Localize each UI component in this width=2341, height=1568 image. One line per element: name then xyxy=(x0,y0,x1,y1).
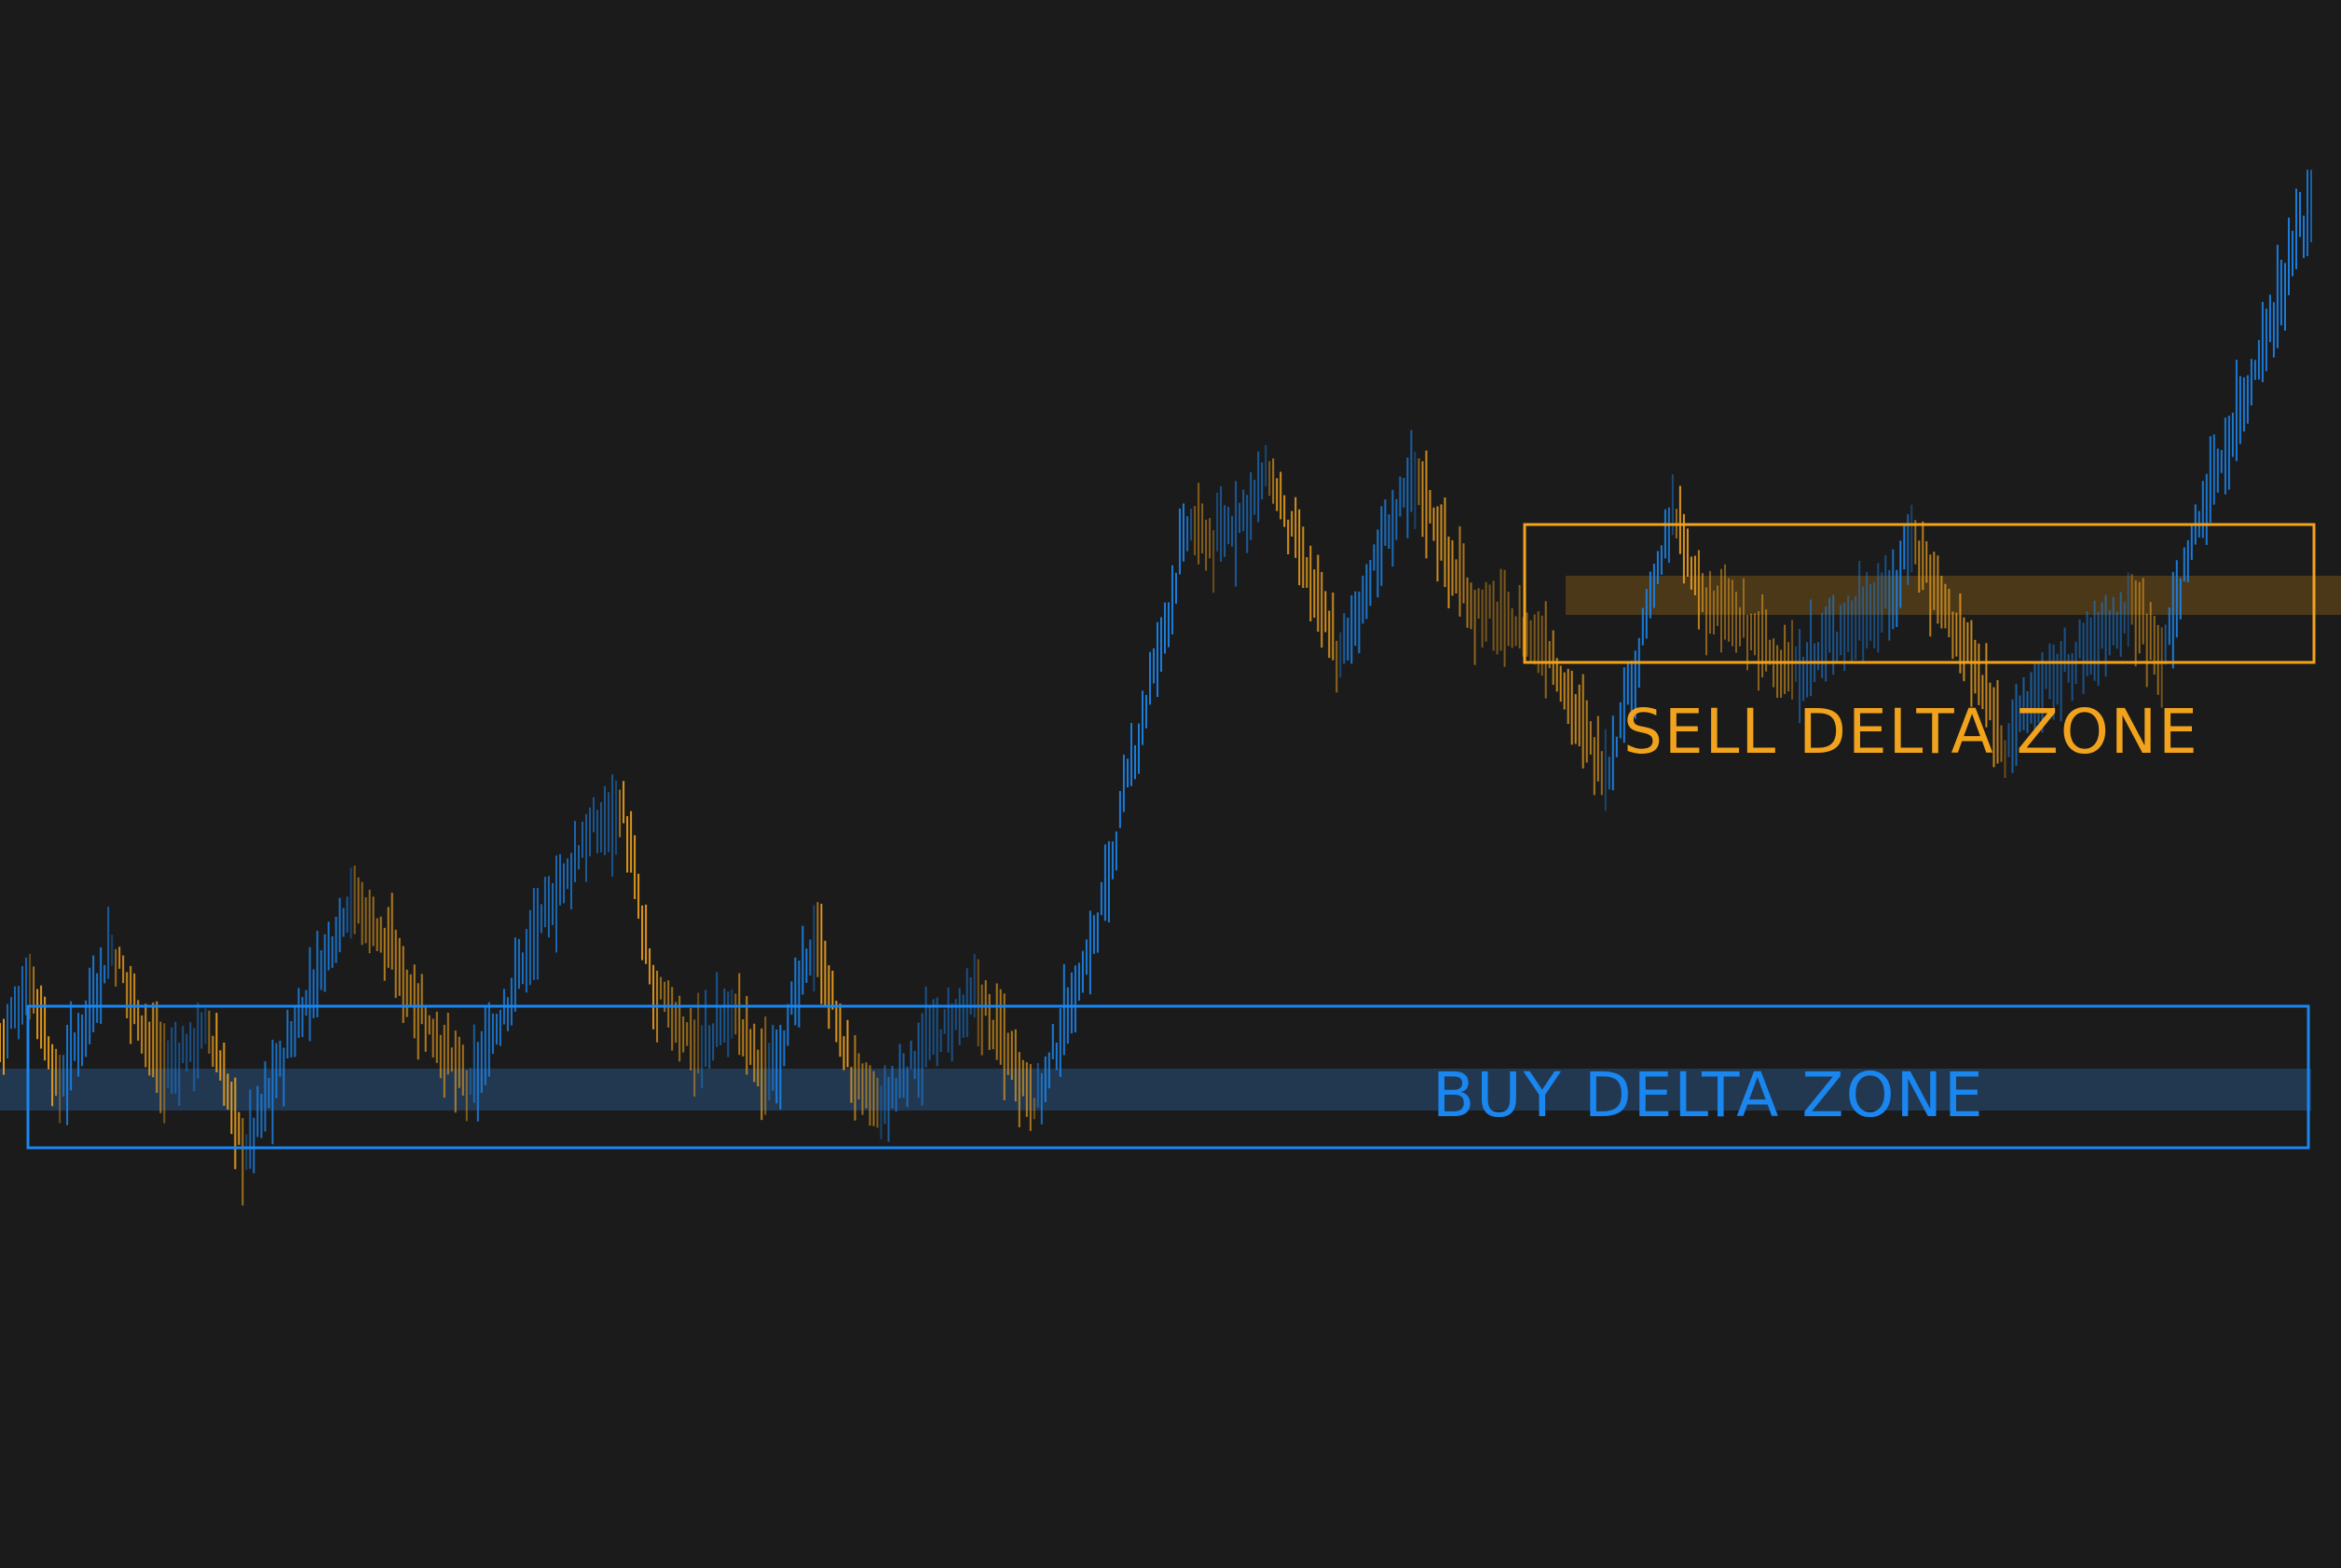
buy-zone-band xyxy=(0,1069,2311,1111)
sell-zone-label: SELL DELTA ZONE xyxy=(1623,696,2199,768)
sell-zone-box[interactable] xyxy=(1523,523,2316,664)
buy-zone-label: BUY DELTA ZONE xyxy=(1432,1059,1985,1131)
buy-zone-box[interactable] xyxy=(26,1004,2310,1150)
sell-zone-band xyxy=(1566,576,2341,615)
